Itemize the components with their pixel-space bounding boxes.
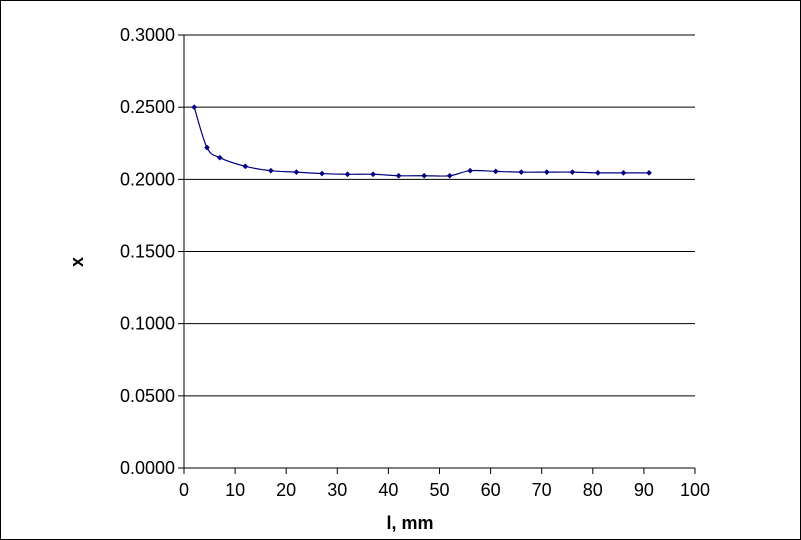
y-tick-label: 0.2000 — [120, 169, 175, 189]
data-point — [242, 163, 249, 170]
y-tick-label: 0.0000 — [120, 458, 175, 478]
data-point — [467, 167, 474, 174]
x-tick-label: 30 — [327, 480, 347, 500]
data-point — [646, 169, 652, 176]
series-group — [191, 104, 652, 179]
data-point — [594, 169, 601, 176]
y-tick-label: 0.1000 — [120, 314, 175, 334]
data-point — [569, 169, 576, 176]
x-tick-label: 40 — [378, 480, 398, 500]
data-point — [267, 167, 274, 174]
x-tick-label: 0 — [179, 480, 189, 500]
x-tick-label: 80 — [583, 480, 603, 500]
x-axis-title: l, mm — [386, 513, 433, 533]
x-tick-label: 90 — [634, 480, 654, 500]
data-point — [293, 169, 300, 176]
series-line — [193, 106, 650, 177]
x-tick-label: 10 — [225, 480, 245, 500]
y-tick-label: 0.1500 — [120, 242, 175, 262]
data-point — [370, 171, 377, 178]
axes — [178, 34, 696, 474]
data-point — [492, 168, 499, 175]
data-point — [543, 169, 550, 176]
x-tick-label: 70 — [532, 480, 552, 500]
data-point — [344, 171, 351, 178]
data-point — [446, 172, 453, 179]
x-tick-label: 50 — [429, 480, 449, 500]
data-point — [191, 104, 198, 111]
y-tick-label: 0.3000 — [120, 25, 175, 45]
y-tick-labels: 0.0000 0.0500 0.1000 0.1500 0.2000 0.2500 0.30… — [120, 25, 175, 478]
gridlines — [184, 34, 695, 397]
y-axis-title: x — [67, 257, 87, 267]
data-point — [421, 172, 428, 179]
data-point — [319, 170, 325, 177]
data-point — [518, 169, 525, 176]
y-tick-label: 0.0500 — [120, 386, 175, 406]
data-point — [395, 172, 402, 179]
data-point — [204, 144, 210, 151]
x-tick-label: 100 — [680, 480, 710, 500]
data-point — [620, 169, 627, 176]
x-tick-label: 20 — [276, 480, 296, 500]
x-tick-label: 60 — [481, 480, 501, 500]
data-point — [216, 154, 223, 161]
x-tick-labels: 0 10 20 30 40 50 60 70 80 90 100 — [179, 480, 710, 500]
y-tick-label: 0.2500 — [120, 97, 175, 117]
